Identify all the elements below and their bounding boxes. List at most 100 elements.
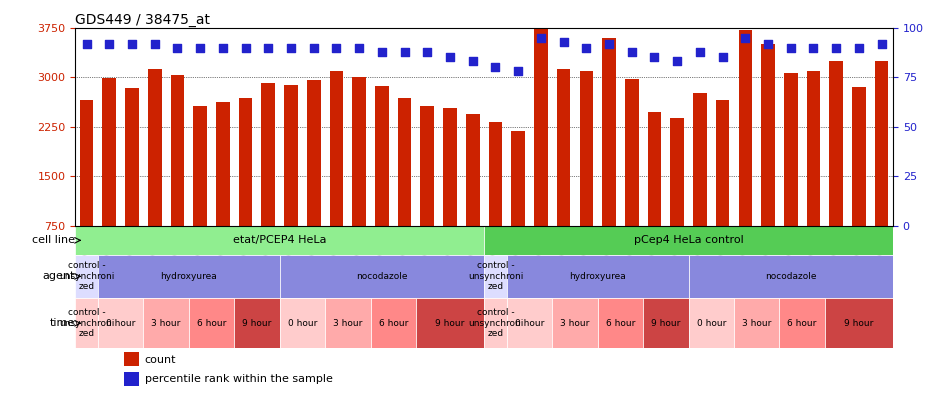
Text: percentile rank within the sample: percentile rank within the sample [145,374,333,385]
Bar [261,82,275,226]
Point [579,44,594,51]
Bar [306,80,321,226]
Point [488,64,503,70]
FancyBboxPatch shape [75,298,98,348]
FancyBboxPatch shape [75,255,98,298]
Text: hydroxyurea: hydroxyurea [161,272,217,281]
Text: 6 hour: 6 hour [379,319,408,328]
FancyBboxPatch shape [507,255,688,298]
Point [284,44,299,51]
Point [738,34,753,41]
Bar [284,85,298,226]
Bar [556,69,571,226]
FancyBboxPatch shape [553,298,598,348]
Bar [216,103,229,226]
Text: control -
unsynchroni
zed: control - unsynchroni zed [468,261,524,291]
Text: 9 hour: 9 hour [243,319,272,328]
Point [760,40,776,47]
Point [669,58,684,65]
Text: 6 hour: 6 hour [196,319,227,328]
Point [79,40,94,47]
FancyBboxPatch shape [189,298,234,348]
Text: 3 hour: 3 hour [151,319,180,328]
FancyBboxPatch shape [779,298,825,348]
FancyBboxPatch shape [234,298,280,348]
Bar [579,70,593,226]
Point [806,44,821,51]
Point [533,34,548,41]
Text: control -
unsynchroni
zed: control - unsynchroni zed [468,308,524,338]
Bar [625,79,638,226]
Point [374,48,389,55]
Text: control -
unsynchroni
zed: control - unsynchroni zed [59,308,115,338]
Bar [420,106,434,226]
Bar [511,131,525,226]
Point [465,58,480,65]
Text: nocodazole: nocodazole [356,272,408,281]
Text: 0 hour: 0 hour [106,319,135,328]
FancyBboxPatch shape [75,226,484,255]
Point [238,44,253,51]
Bar [239,98,252,226]
FancyBboxPatch shape [484,298,507,348]
Bar [875,61,888,226]
Bar [124,352,139,366]
Text: GDS449 / 38475_at: GDS449 / 38475_at [75,13,211,27]
FancyBboxPatch shape [688,298,734,348]
Bar [784,73,797,226]
Text: 9 hour: 9 hour [844,319,873,328]
Bar [693,93,707,226]
Bar [739,30,752,226]
Bar [603,38,616,226]
Bar [807,71,821,226]
Text: 6 hour: 6 hour [605,319,635,328]
Point [352,44,367,51]
Point [306,44,321,51]
Point [852,44,867,51]
Bar [761,44,775,226]
Point [693,48,708,55]
Point [647,54,662,61]
Bar [171,74,184,226]
Bar [398,98,412,226]
Text: 0 hour: 0 hour [288,319,317,328]
FancyBboxPatch shape [98,255,280,298]
Bar [80,101,93,226]
Point [260,44,275,51]
FancyBboxPatch shape [484,226,893,255]
Bar [466,114,479,226]
Text: 9 hour: 9 hour [651,319,681,328]
Point [715,54,730,61]
Text: time: time [50,318,75,328]
Bar [716,101,729,226]
FancyBboxPatch shape [484,255,507,298]
Bar [125,88,139,226]
FancyBboxPatch shape [325,298,370,348]
FancyBboxPatch shape [507,298,553,348]
Text: 6 hour: 6 hour [788,319,817,328]
Bar [330,71,343,226]
Bar [670,118,684,226]
Bar [852,87,866,226]
Point [624,48,639,55]
Point [829,44,844,51]
Text: 0 hour: 0 hour [515,319,544,328]
Text: nocodazole: nocodazole [765,272,817,281]
Text: cell line: cell line [32,235,75,246]
Text: hydroxyurea: hydroxyurea [570,272,626,281]
FancyBboxPatch shape [280,255,484,298]
Bar [489,122,502,226]
Point [602,40,617,47]
Text: count: count [145,354,176,365]
Bar [534,23,548,226]
FancyBboxPatch shape [143,298,189,348]
Point [556,38,572,45]
Point [874,40,889,47]
Text: 9 hour: 9 hour [435,319,464,328]
Point [397,48,412,55]
FancyBboxPatch shape [734,298,779,348]
Point [215,44,230,51]
FancyBboxPatch shape [98,298,143,348]
Point [329,44,344,51]
Point [170,44,185,51]
